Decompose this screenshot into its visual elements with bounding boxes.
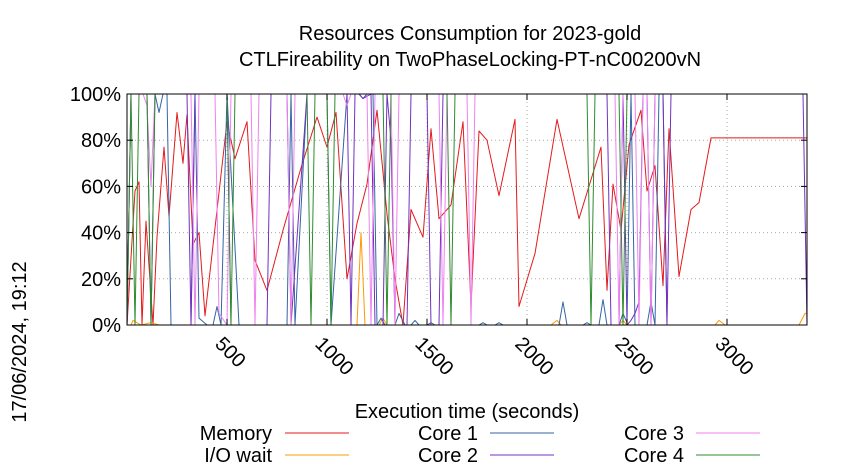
x-tick-label: 3000 [710, 333, 757, 380]
x-tick-label: 1000 [310, 333, 357, 380]
legend-label-i-o-wait: I/O wait [204, 445, 272, 467]
series-line-memory [126, 109, 807, 326]
y-tick-label: 40% [81, 223, 121, 245]
y-tick-label: 60% [81, 176, 121, 198]
chart-subtitle: CTLFireability on TwoPhaseLocking-PT-nC0… [239, 49, 701, 71]
y-axis-ticks: 0% 20% 40% 60% 80% 100% [70, 84, 807, 337]
x-tick-label: 1500 [410, 333, 457, 380]
legend-label-core-4: Core 4 [624, 445, 684, 467]
y-tick-label: 100% [70, 84, 121, 106]
legend-label-core-1: Core 1 [418, 423, 478, 445]
y-tick-label: 80% [81, 130, 121, 152]
chart-title: Resources Consumption for 2023-gold [299, 23, 641, 45]
plot-frame [126, 93, 808, 326]
y-tick-label: 20% [81, 269, 121, 291]
x-tick-label: 2000 [510, 333, 557, 380]
legend-label-memory: Memory [200, 423, 272, 445]
legend-label-core-3: Core 3 [624, 423, 684, 445]
legend-label-core-2: Core 2 [418, 445, 478, 467]
timestamp-label: 17/06/2024, 19:12 [9, 261, 31, 422]
x-tick-label: 2500 [610, 333, 657, 380]
grid [127, 94, 807, 325]
x-tick-label: 500 [210, 333, 249, 372]
series-lines [126, 93, 808, 326]
x-axis-label: Execution time (seconds) [355, 401, 580, 423]
y-tick-label: 0% [92, 315, 121, 337]
